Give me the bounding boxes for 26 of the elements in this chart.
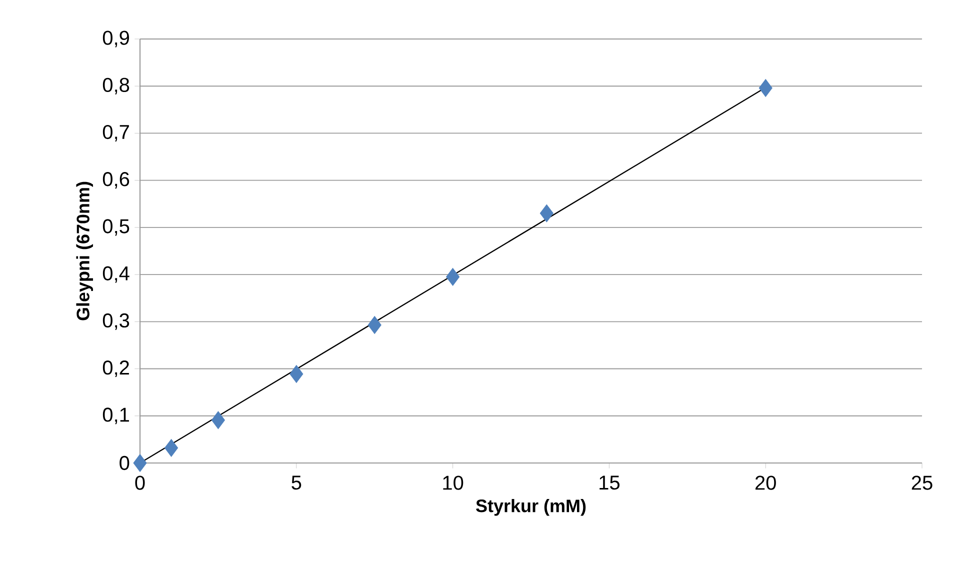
- y-tick-label: 0,7: [102, 124, 129, 142]
- x-axis-title: Styrkur (mM): [476, 499, 586, 516]
- x-tick-label: 15: [600, 476, 620, 490]
- y-tick-label: 0,8: [102, 78, 130, 94]
- y-tick-label: 0,3: [102, 313, 130, 330]
- point: [211, 411, 225, 430]
- point: [368, 316, 382, 334]
- y-tick-label: 0,2: [102, 360, 129, 378]
- point: [540, 204, 554, 222]
- x-tick-label: 10: [443, 476, 464, 490]
- point: [446, 268, 460, 286]
- x-tick-label: 20: [755, 476, 776, 490]
- y-tick-label: 0,5: [102, 219, 130, 236]
- y-tick-label: 0,1: [102, 408, 129, 424]
- point: [164, 438, 178, 457]
- x-tick-label: 25: [912, 476, 932, 490]
- y-tick-label: 0: [120, 456, 130, 470]
- point: [290, 365, 304, 383]
- y-axis-title: Gleypni (670nm): [76, 182, 94, 320]
- x-tick-label: 0: [135, 476, 145, 490]
- y-tick-label: 0,4: [102, 266, 130, 283]
- point: [758, 79, 772, 97]
- point: [133, 454, 147, 472]
- x-tick-label: 5: [292, 476, 302, 490]
- y-tick-label: 0,9: [102, 30, 129, 48]
- y-tick-label: 0,6: [102, 172, 130, 189]
